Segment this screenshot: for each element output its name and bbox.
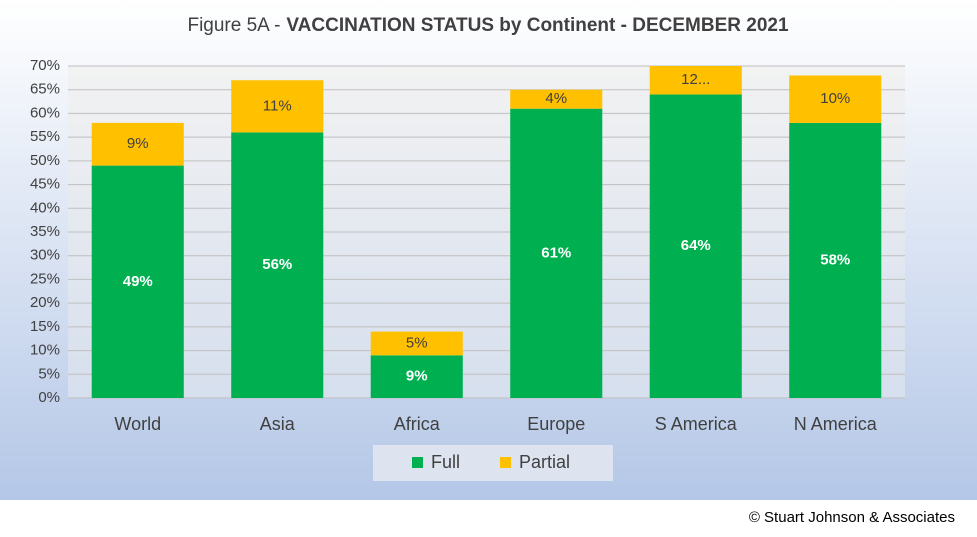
x-tick-label: Asia xyxy=(260,414,296,434)
legend-swatch xyxy=(412,457,423,468)
legend-swatch xyxy=(500,457,511,468)
legend-box xyxy=(373,445,613,481)
y-tick-label: 40% xyxy=(30,199,60,216)
y-tick-label: 0% xyxy=(38,389,60,406)
footer: © Stuart Johnson & Associates xyxy=(749,509,955,526)
x-tick-label: Africa xyxy=(394,414,441,434)
bar-segment xyxy=(231,132,324,398)
data-label: 9% xyxy=(127,135,149,152)
data-label: 9% xyxy=(406,368,428,385)
bar-segment xyxy=(510,108,603,398)
bar-segment xyxy=(370,331,463,356)
y-tick-label: 10% xyxy=(30,342,60,359)
y-tick-label: 50% xyxy=(30,152,60,169)
y-tick-label: 55% xyxy=(30,128,60,145)
legend-label: Full xyxy=(431,452,460,472)
data-label: 4% xyxy=(545,90,567,107)
y-tick-label: 15% xyxy=(30,318,60,335)
title-lead: Figure 5A - xyxy=(187,15,280,36)
data-label: 61% xyxy=(541,244,571,261)
data-label: 10% xyxy=(820,90,850,107)
y-tick-label: 70% xyxy=(30,57,60,74)
data-label: 12... xyxy=(681,71,710,88)
bar-segment xyxy=(789,75,882,123)
y-tick-label: 35% xyxy=(30,223,60,240)
bar-segment xyxy=(91,122,184,166)
data-label: 49% xyxy=(123,273,153,290)
y-tick-label: 45% xyxy=(30,176,60,193)
legend-label: Partial xyxy=(519,452,570,472)
y-tick-label: 60% xyxy=(30,104,60,121)
bar-segment xyxy=(649,66,742,95)
data-label: 5% xyxy=(406,334,428,351)
x-tick-label: World xyxy=(114,414,161,434)
bar-segment xyxy=(510,89,603,109)
data-label: 56% xyxy=(262,256,292,273)
y-tick-label: 30% xyxy=(30,247,60,264)
title-main: VACCINATION STATUS by Continent - DECEMB… xyxy=(286,15,789,36)
y-tick-label: 25% xyxy=(30,270,60,287)
chart-title: Figure 5A - VACCINATION STATUS by Contine… xyxy=(187,15,788,36)
data-label: 64% xyxy=(681,237,711,254)
x-tick-label: S America xyxy=(655,414,738,434)
bars xyxy=(91,66,882,398)
bar-segment xyxy=(231,80,324,133)
bar-segment xyxy=(370,355,463,398)
data-label: 11% xyxy=(263,97,292,114)
y-tick-label: 20% xyxy=(30,294,60,311)
bar-segment xyxy=(649,94,742,398)
x-tick-label: N America xyxy=(794,414,878,434)
data-label: 58% xyxy=(820,251,850,268)
y-tick-label: 5% xyxy=(38,365,60,382)
y-tick-label: 65% xyxy=(30,81,60,98)
bar-segment xyxy=(91,165,184,398)
x-tick-label: Europe xyxy=(527,414,585,434)
bar-segment xyxy=(789,122,882,398)
